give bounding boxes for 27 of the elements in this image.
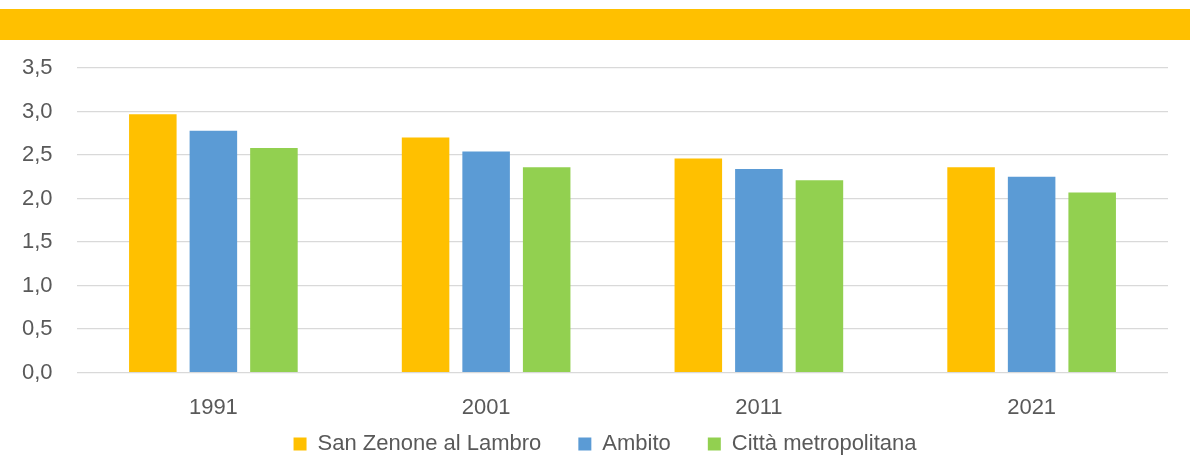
- x-tick-label: 2011: [735, 393, 783, 419]
- bar: [735, 168, 783, 372]
- x-tick-label: 1991: [188, 393, 238, 419]
- bar: [795, 180, 844, 372]
- bar: [674, 158, 723, 372]
- bar: [250, 148, 298, 372]
- bar: [1007, 176, 1056, 372]
- x-tick-label: 2021: [1007, 393, 1057, 419]
- bar: [129, 114, 177, 372]
- legend-label: Città metropolitana: [731, 430, 918, 456]
- legend-label: San Zenone al Lambro: [317, 430, 542, 456]
- legend-label: Ambito: [602, 430, 671, 456]
- bar: [947, 167, 995, 372]
- y-tick-label: 1,0: [22, 271, 53, 297]
- bar: [522, 167, 571, 372]
- bar: [189, 130, 238, 372]
- y-tick-label: 0,0: [22, 358, 53, 384]
- bar: [1068, 192, 1116, 372]
- y-tick-label: 3,0: [22, 97, 53, 123]
- y-tick-label: 1,5: [22, 228, 53, 254]
- y-tick-label: 2,0: [22, 184, 53, 210]
- y-tick-label: 3,5: [22, 54, 53, 80]
- bar: [401, 137, 450, 372]
- x-tick-label: 2001: [461, 393, 511, 419]
- y-tick-label: 0,5: [22, 315, 53, 341]
- bar: [462, 151, 510, 372]
- y-tick-label: 2,5: [22, 141, 53, 167]
